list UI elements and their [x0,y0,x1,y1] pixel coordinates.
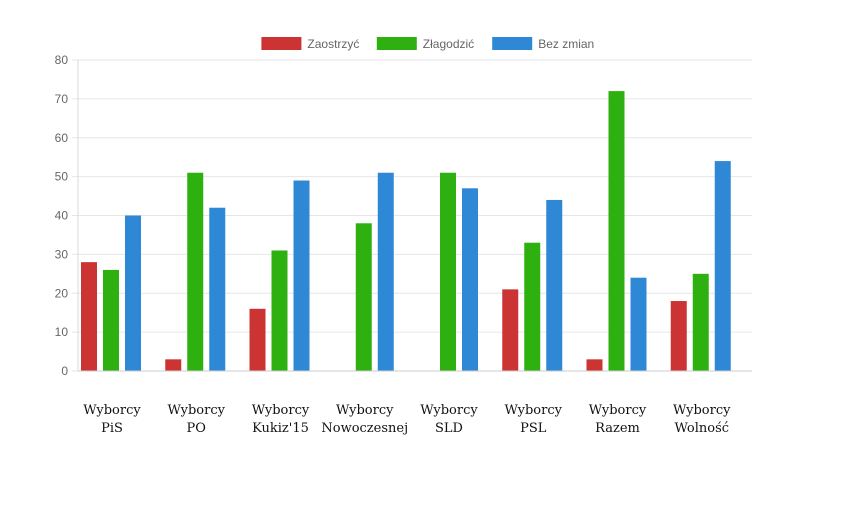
bar-zaostrzyć[interactable] [249,308,266,371]
y-tick-label: 10 [55,325,69,339]
bar-bez-zmian[interactable] [630,277,647,371]
y-tick-label: 50 [55,170,69,184]
bar-bez-zmian[interactable] [293,180,310,371]
legend-swatch [261,37,302,50]
legend-label: Złagodzić [423,37,474,51]
bar-złagodzić[interactable] [692,273,709,371]
legend-swatch [492,37,533,50]
x-tick-label: Wyborcy Razem [589,403,647,436]
bar-zaostrzyć[interactable] [165,359,182,371]
y-tick-label: 70 [55,92,69,106]
bar-złagodzić[interactable] [187,172,204,371]
legend-item-złagodzić[interactable]: Złagodzić [376,37,474,51]
y-tick-label: 40 [55,209,69,223]
x-tick-label: Wyborcy Wolność [673,403,731,436]
x-tick-label: Wyborcy PO [168,403,226,436]
y-tick-label: 60 [55,131,69,145]
chart-legend: Zaostrzyć Złagodzić Bez zmian [261,37,594,51]
legend-swatch [376,37,417,50]
y-tick-label: 20 [55,286,69,300]
grid-lines [78,59,752,372]
bar-złagodzić[interactable] [355,223,372,371]
bar-złagodzić[interactable] [524,242,541,371]
x-tick-label: Wyborcy Kukiz'15 [252,403,310,436]
bar-bez-zmian[interactable] [125,215,141,372]
bar-złagodzić[interactable] [440,172,456,371]
bar-złagodzić[interactable] [608,91,625,371]
bar-zaostrzyć[interactable] [502,289,519,371]
bar-zaostrzyć[interactable] [81,262,97,371]
bar-bez-zmian[interactable] [377,172,394,371]
bar-złagodzić[interactable] [103,269,119,371]
legend-label: Bez zmian [538,37,594,51]
bar-złagodzić[interactable] [271,250,288,371]
bar-bez-zmian[interactable] [462,188,478,371]
y-axis: 0 10 20 30 40 50 60 70 80 [55,53,79,378]
bar-bez-zmian[interactable] [209,207,226,371]
y-tick-label: 30 [55,247,69,261]
bar-zaostrzyć[interactable] [670,301,687,371]
legend-label: Zaostrzyć [307,37,359,51]
bar-zaostrzyć[interactable] [586,359,603,371]
bar-bez-zmian[interactable] [546,199,563,371]
x-tick-label: Wyborcy PSL [505,403,563,436]
y-tick-label: 0 [61,364,68,378]
bars [78,91,752,372]
x-tick-label: Wyborcy SLD [420,403,478,436]
x-axis: Wyborcy PiS Wyborcy PO Wyborcy Kukiz'15 Wyborc… [83,403,731,436]
y-tick-label: 80 [55,53,69,67]
x-tick-label: Wyborcy Nowoczesnej [321,403,408,436]
bar-bez-zmian[interactable] [714,161,731,371]
x-tick-label: Wyborcy PiS [83,403,141,436]
legend-item-zaostrzyć[interactable]: Zaostrzyć [261,37,359,51]
legend-item-bez-zmian[interactable]: Bez zmian [492,37,594,51]
